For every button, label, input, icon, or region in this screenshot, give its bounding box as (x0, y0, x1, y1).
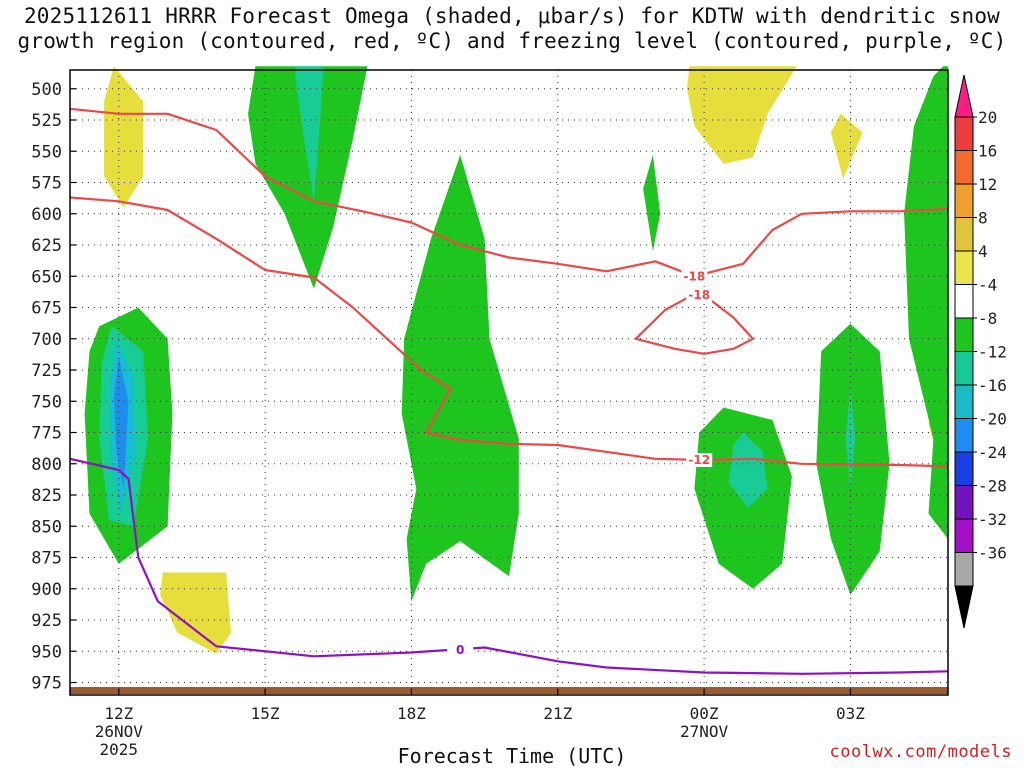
y-tick-label-700: 700 (31, 330, 62, 350)
colorbar-box-3 (954, 183, 974, 218)
contour-line-0 (69, 196, 949, 468)
y-tick-label-975: 975 (31, 674, 62, 694)
y-tick-label-850: 850 (31, 517, 62, 537)
chart-title: 2025112611 HRRR Forecast Omega (shaded, … (0, 4, 1024, 54)
omega-region-yellow-0 (104, 66, 144, 208)
colorbar-box-7 (954, 317, 974, 352)
y-tick-label-675: 675 (31, 299, 62, 319)
contour-label-bg-1 (681, 269, 708, 284)
x-tick-year-12Z: 2025 (100, 740, 139, 759)
x-tick-label-03Z: 03Z (836, 704, 865, 723)
grid-lines (70, 70, 948, 695)
colorbar-label-13: -36 (978, 544, 1007, 563)
y-tick-label-825: 825 (31, 486, 62, 506)
y-tick-label-775: 775 (31, 424, 62, 444)
contour-label-3: 0 (456, 643, 464, 657)
y-tick-label-575: 575 (31, 174, 62, 194)
colorbar-label-5: -4 (978, 276, 997, 295)
colorbar-box-5 (954, 250, 974, 285)
y-tick-label-800: 800 (31, 455, 62, 475)
colorbar-label-10: -24 (978, 443, 1007, 462)
omega-region-green-12 (643, 155, 661, 252)
chart-title-line-2: growth region (contoured, red, ºC) and f… (17, 29, 1007, 53)
contours: -12 -18 -18 0 (69, 107, 949, 675)
y-tick-label-950: 950 (31, 642, 62, 662)
contour-label-bg-0 (686, 453, 713, 467)
plot-frame (69, 69, 949, 696)
y-tick-label-875: 875 (31, 549, 62, 569)
colorbar-box-8 (954, 351, 974, 386)
omega-region-green-11 (401, 155, 519, 602)
omega-region-green-9 (248, 66, 368, 289)
contour-label-0: -12 (688, 453, 710, 467)
chart-title-line-1: 2025112611 HRRR Forecast Omega (shaded, … (23, 4, 1001, 28)
colorbar-top-arrow (954, 74, 974, 118)
colorbar-box-11 (954, 451, 974, 486)
x-axis-title: Forecast Time (UTC) (397, 744, 627, 768)
x-tick-label-00Z: 00Z (690, 704, 719, 723)
colorbar-label-2: 12 (978, 175, 997, 194)
x-tick-label-18Z: 18Z (397, 704, 426, 723)
omega-region-yellow-3 (830, 113, 863, 179)
colorbar-label-1: 16 (978, 142, 997, 161)
colorbar-label-9: -20 (978, 410, 1007, 429)
colorbar-label-7: -12 (978, 343, 1007, 362)
contour-label-bg-2 (686, 288, 713, 302)
x-tick-date-00Z: 27NOV (680, 722, 729, 741)
axes: 500 525 550 575 600 625 650 675 700 725 750 775 800 8… (31, 69, 949, 759)
contour-label-2: -18 (688, 288, 710, 302)
omega-shading (70, 66, 948, 694)
credit-link[interactable]: coolwx.com/models (829, 742, 1012, 762)
omega-region-teal-10 (294, 66, 324, 202)
colorbar-box-4 (954, 217, 974, 252)
colorbar-box-6 (954, 284, 974, 319)
ground-band (70, 687, 948, 694)
y-tick-label-550: 550 (31, 142, 62, 162)
contour-label-1: -18 (684, 269, 706, 283)
omega-region-teal-14 (728, 432, 768, 508)
colorbar-box-2 (954, 150, 974, 185)
colorbar-label-4: 4 (978, 242, 988, 261)
omega-region-blue-8 (113, 357, 129, 489)
y-tick-label-625: 625 (31, 236, 62, 256)
colorbar: 20 16 12 8 4 -4 -8 -12 -16 -20 -24 -28 -32 -36 (954, 74, 1007, 629)
colorbar-bottom-arrow (954, 585, 974, 629)
y-tick-label-925: 925 (31, 611, 62, 631)
omega-region-green-17 (904, 66, 948, 539)
x-tick-label-12Z: 12Z (104, 704, 133, 723)
y-tick-label-900: 900 (31, 580, 62, 600)
y-tick-label-750: 750 (31, 392, 62, 412)
colorbar-label-8: -16 (978, 376, 1007, 395)
colorbar-box-14 (954, 552, 974, 587)
y-tick-label-525: 525 (31, 111, 62, 131)
x-tick-label-15Z: 15Z (251, 704, 280, 723)
colorbar-label-0: 20 (978, 108, 997, 127)
contour-label-bg-3 (447, 643, 474, 657)
x-tick-date-12Z: 26NOV (95, 722, 144, 741)
y-tick-label-500: 500 (31, 80, 62, 100)
colorbar-box-10 (954, 418, 974, 453)
contour-line-2 (634, 290, 754, 355)
y-tick-label-600: 600 (31, 205, 62, 225)
colorbar-box-9 (954, 384, 974, 419)
colorbar-box-12 (954, 485, 974, 520)
contour-line-1 (69, 107, 949, 278)
colorbar-label-11: -28 (978, 477, 1007, 496)
contour-line-3 (69, 457, 949, 675)
colorbar-box-13 (954, 518, 974, 553)
colorbar-label-3: 8 (978, 209, 988, 228)
colorbar-label-6: -8 (978, 309, 997, 328)
y-tick-label-650: 650 (31, 267, 62, 287)
colorbar-box-1 (954, 116, 974, 151)
colorbar-label-12: -32 (978, 510, 1007, 529)
omega-region-yellow-1 (160, 572, 231, 654)
x-tick-label-21Z: 21Z (543, 704, 572, 723)
omega-region-yellow-2 (687, 66, 797, 164)
y-tick-label-725: 725 (31, 361, 62, 381)
